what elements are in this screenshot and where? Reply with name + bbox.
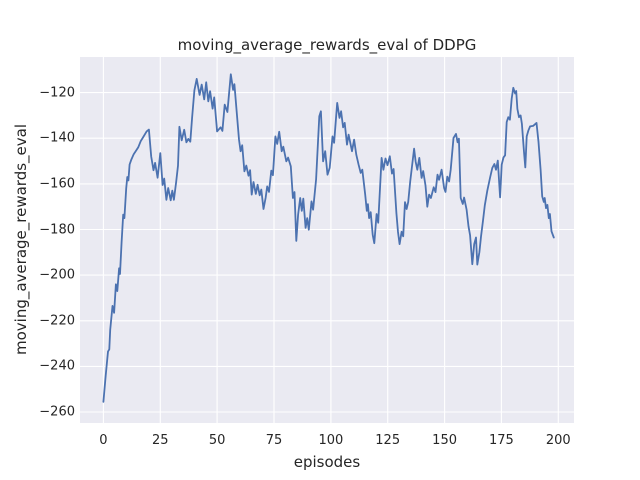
plot-area [80,57,574,423]
x-tick-label: 50 [208,433,226,448]
y-tick-label: −120 [39,85,75,101]
x-tick-label: 0 [99,433,108,448]
y-tick-label: −160 [39,176,75,192]
x-axis-label: episodes [293,453,361,471]
y-tick-label: −240 [39,358,75,374]
y-tick-label: −140 [39,130,75,146]
x-tick-label: 175 [488,433,514,448]
x-tick-label: 150 [432,433,458,448]
chart-title: moving_average_rewards_eval of DDPG [177,36,477,54]
y-tick-label: −180 [39,222,75,237]
x-tick-label: 100 [318,433,344,448]
y-tick-label: −220 [39,313,75,329]
x-tick-label: 25 [152,433,169,448]
y-tick-label: −200 [39,267,75,283]
y-tick-label: −260 [39,404,75,420]
data-line [102,73,555,403]
x-tick-label: 75 [265,433,283,448]
x-tick-label: 125 [375,433,401,448]
x-tick-label: 200 [545,433,571,448]
